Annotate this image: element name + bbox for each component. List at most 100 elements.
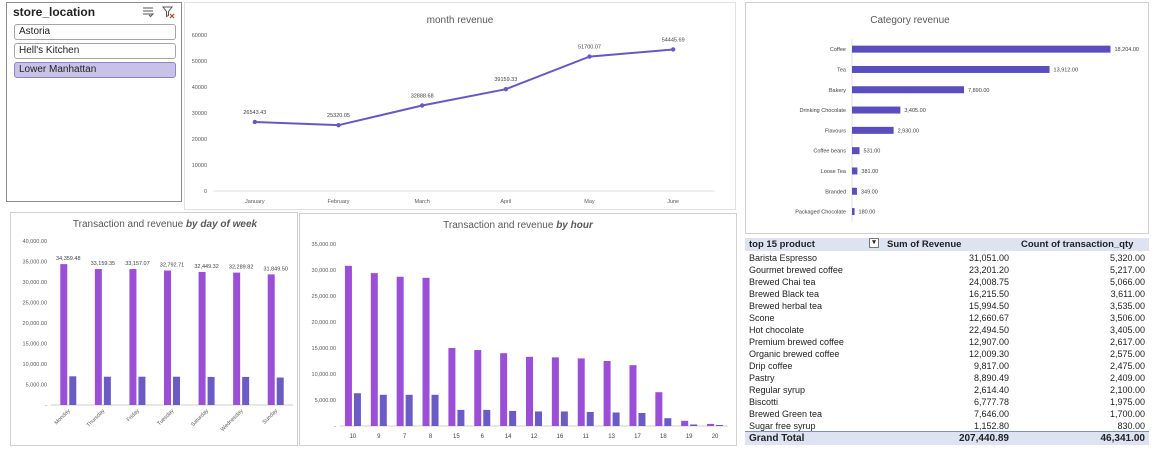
- multi-select-icon[interactable]: [141, 5, 155, 19]
- cell-revenue: 2,614.40: [973, 385, 1009, 395]
- table-row[interactable]: Premium brewed coffee 12,907.00 2,617.00: [745, 336, 1149, 348]
- data-label: 7,890.00: [968, 88, 989, 94]
- y-tick-label: 30,000.00: [312, 268, 336, 274]
- cell-product: Brewed Chai tea: [749, 277, 816, 287]
- category-revenue-chart: Category revenue Coffee 18,204.00 Tea 13,912…: [745, 2, 1149, 234]
- table-row[interactable]: Gourmet brewed coffee 23,201.20 5,217.00: [745, 264, 1149, 276]
- chart-title-emph: by hour: [556, 220, 594, 231]
- table-row[interactable]: Brewed Chai tea 24,008.75 5,066.00: [745, 276, 1149, 288]
- cell-qty: 3,405.00: [1109, 325, 1145, 335]
- category-label: Coffee beans: [813, 149, 846, 155]
- data-label: 34,359.48: [56, 256, 80, 262]
- data-point: [252, 119, 258, 125]
- cell-product: Biscotti: [749, 397, 779, 407]
- top-products-pivot: top 15 product ▾ Sum of Revenue Count of…: [745, 238, 1149, 446]
- x-tick-label: Tuesday: [156, 408, 175, 427]
- y-tick-label: 20000: [192, 137, 207, 143]
- y-tick-label: 10000: [192, 163, 207, 169]
- transaction-bar: [173, 376, 180, 405]
- pivot-header-row: top 15 product ▾ Sum of Revenue Count of…: [745, 238, 1149, 251]
- chart-title-emph: by day of week: [186, 219, 258, 230]
- chart-title: Category revenue: [870, 15, 950, 26]
- table-row[interactable]: Organic brewed coffee 12,009.30 2,575.00: [745, 348, 1149, 360]
- data-label: 32,792.71: [160, 263, 184, 269]
- cell-revenue: 8,890.49: [973, 373, 1009, 383]
- revenue-bar: [577, 358, 585, 426]
- table-row[interactable]: Brewed herbal tea 15,994.50 3,535.00: [745, 300, 1149, 312]
- bar: [852, 65, 1050, 73]
- y-tick-label: 25,000.00: [23, 301, 47, 307]
- table-row[interactable]: Brewed Black tea 16,215.50 3,611.00: [745, 288, 1149, 300]
- cell-qty: 3,611.00: [1110, 289, 1145, 299]
- cell-qty: 2,100.00: [1109, 385, 1145, 395]
- cell-qty: 5,066.00: [1109, 277, 1145, 287]
- x-tick-label: Monday: [54, 408, 72, 426]
- y-tick-label: 10,000.00: [23, 362, 47, 368]
- cell-qty: 5,320.00: [1109, 253, 1145, 263]
- revenue-bar: [629, 365, 637, 426]
- revenue-bar: [707, 423, 715, 426]
- y-tick-label: -: [45, 403, 47, 409]
- y-tick-label: 50000: [192, 59, 207, 65]
- x-tick-label: 14: [505, 434, 512, 440]
- transaction-bar: [353, 393, 361, 426]
- total-label: Grand Total: [749, 433, 805, 444]
- pivot-header-revenue[interactable]: Sum of Revenue: [887, 239, 962, 250]
- cell-product: Brewed herbal tea: [749, 301, 823, 311]
- y-tick-label: 30000: [192, 111, 207, 117]
- revenue-bar: [448, 348, 456, 426]
- data-label: 2,930.00: [898, 128, 919, 134]
- clear-filter-icon[interactable]: [161, 5, 175, 19]
- chart-title: month revenue: [427, 15, 494, 26]
- y-tick-label: 30,000.00: [23, 280, 47, 286]
- data-point: [587, 54, 592, 59]
- bar: [852, 167, 858, 175]
- pivot-header-product[interactable]: top 15 product: [749, 239, 815, 250]
- table-row[interactable]: Brewed Green tea 7,646.00 1,700.00: [745, 408, 1149, 420]
- revenue-bar: [198, 271, 206, 405]
- revenue-line: [254, 48, 674, 127]
- table-row[interactable]: Sugar free syrup 1,152.80 830.00: [745, 420, 1149, 432]
- cell-qty: 1,975.00: [1109, 397, 1145, 407]
- cell-revenue: 12,660.67: [968, 313, 1009, 323]
- x-tick-label: May: [584, 199, 595, 205]
- bar: [852, 187, 857, 195]
- revenue-bar: [344, 265, 352, 426]
- cell-product: Barista Espresso: [749, 253, 818, 263]
- cell-revenue: 12,009.30: [968, 349, 1009, 359]
- table-row[interactable]: Biscotti 6,777.78 1,975.00: [745, 396, 1149, 408]
- filter-dropdown-icon[interactable]: ▾: [869, 238, 879, 248]
- pivot-header-qty[interactable]: Count of transaction_qty: [1021, 239, 1134, 250]
- x-tick-label: April: [500, 199, 511, 205]
- transaction-bar: [690, 424, 698, 426]
- data-label: 54445.69: [662, 37, 685, 43]
- table-row[interactable]: Regular syrup 2,614.40 2,100.00: [745, 384, 1149, 396]
- hour-chart: Transaction and revenue by hour - 5,000.00…: [299, 213, 737, 446]
- cell-revenue: 15,994.50: [968, 301, 1009, 311]
- category-label: Loose Tea: [821, 169, 847, 175]
- x-tick-label: 17: [634, 434, 641, 440]
- slicer-item[interactable]: Hell's Kitchen: [14, 43, 176, 59]
- transaction-bar: [535, 411, 542, 426]
- total-revenue: 207,440.89: [958, 433, 1009, 444]
- revenue-bar: [500, 353, 508, 426]
- data-point: [419, 103, 425, 108]
- data-label: 39159.33: [494, 77, 517, 83]
- slicer-item[interactable]: Astoria: [14, 24, 176, 40]
- revenue-bar: [164, 270, 171, 405]
- table-row[interactable]: Hot chocolate 22,494.50 3,405.00: [745, 324, 1149, 336]
- category-label: Bakery: [829, 88, 846, 94]
- data-label: 381.00: [861, 169, 878, 175]
- data-label: 32,289.82: [229, 265, 253, 271]
- cell-product: Regular syrup: [749, 385, 806, 395]
- table-row[interactable]: Pastry 8,890.49 2,409.00: [745, 372, 1149, 384]
- table-row[interactable]: Barista Espresso 31,051.00 5,320.00: [745, 252, 1149, 264]
- chart-title: Transaction and revenue by day of week: [73, 219, 258, 230]
- slicer-item[interactable]: Lower Manhattan: [14, 62, 176, 78]
- table-row[interactable]: Scone 12,660.67 3,506.00: [745, 312, 1149, 324]
- x-tick-label: 15: [453, 434, 460, 440]
- table-row[interactable]: Drip coffee 9,817.00 2,475.00: [745, 360, 1149, 372]
- x-tick-label: Friday: [126, 408, 141, 423]
- cell-qty: 2,475.00: [1109, 361, 1145, 371]
- category-label: Packaged Chocolate: [795, 210, 846, 216]
